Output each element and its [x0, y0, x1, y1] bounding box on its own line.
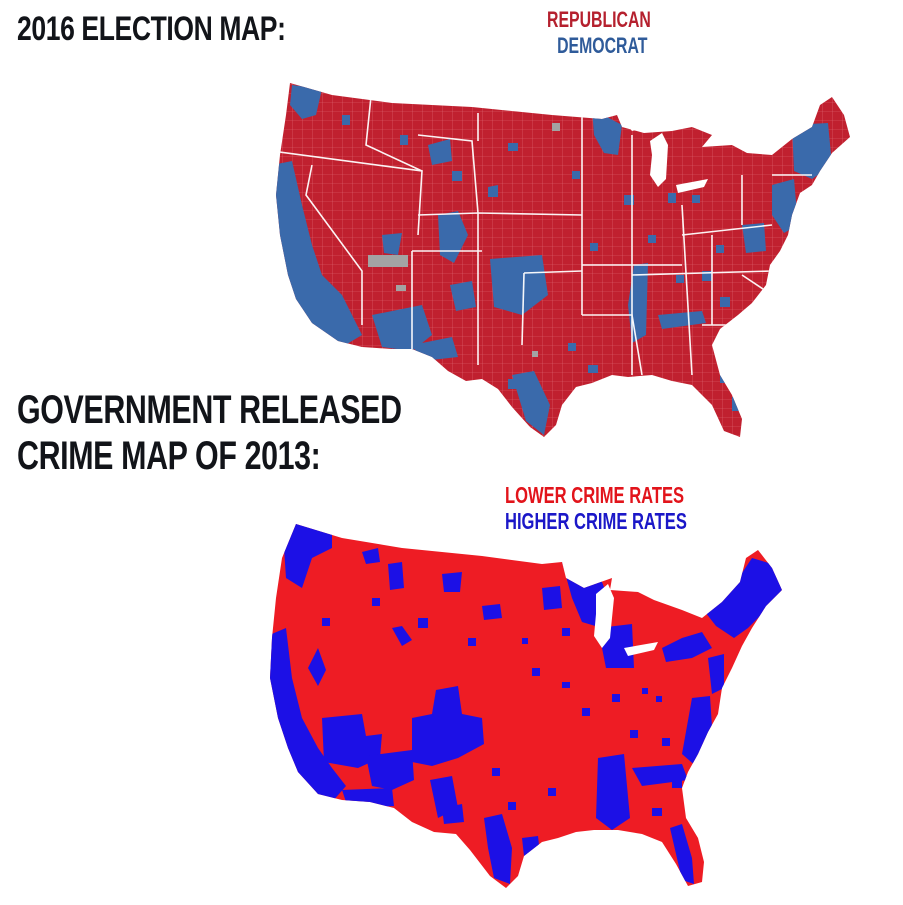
legend-higher-crime: HIGHER CRIME RATES: [505, 508, 687, 534]
legend-lower-crime: LOWER CRIME RATES: [505, 482, 685, 508]
election-map-title: 2016 ELECTION MAP:: [17, 10, 286, 48]
crime-county-map: [270, 524, 782, 888]
election-legend: REPUBLICAN DEMOCRAT: [547, 9, 651, 57]
crime-legend: LOWER CRIME RATES HIGHER CRIME RATES: [505, 484, 687, 533]
crime-map-title-line2: CRIME MAP OF 2013:: [17, 434, 321, 478]
legend-democrat: DEMOCRAT: [557, 33, 648, 58]
crime-map-title: GOVERNMENT RELEASED CRIME MAP OF 2013:: [17, 387, 402, 479]
crime-map-title-line1: GOVERNMENT RELEASED: [17, 388, 402, 432]
election-county-map: [276, 83, 850, 437]
legend-republican: REPUBLICAN: [547, 7, 651, 32]
